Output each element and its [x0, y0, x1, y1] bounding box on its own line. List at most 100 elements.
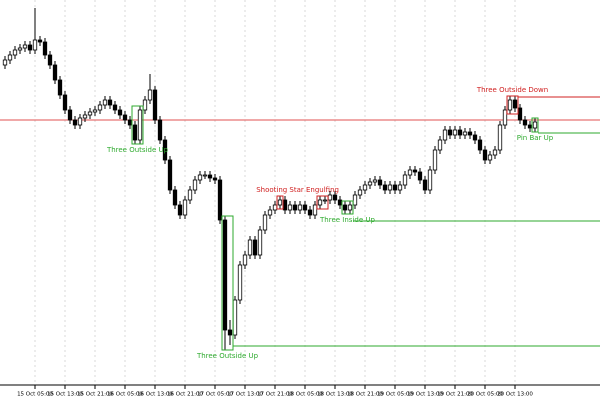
- x-tick-label: 18 Oct 05:00: [287, 392, 323, 398]
- candle-body: [112, 104, 118, 111]
- pattern-label: Three Outside Up: [196, 352, 259, 360]
- candle-body: [402, 174, 408, 186]
- candle-body: [187, 189, 193, 201]
- x-tick-label: 17 Oct 13:00: [227, 392, 263, 398]
- candle-body: [362, 184, 368, 191]
- candle-body: [242, 254, 248, 266]
- x-tick-label: 19 Oct 21:00: [437, 392, 473, 398]
- candle-body: [27, 44, 33, 51]
- candle-body: [522, 119, 528, 126]
- candle-body: [382, 184, 388, 191]
- candle-body: [312, 204, 318, 216]
- candle-body: [302, 204, 308, 211]
- x-tick-label: 15 Oct 05:00: [17, 392, 53, 398]
- pattern-box: [131, 105, 144, 145]
- x-tick-label: 16 Oct 05:00: [107, 392, 143, 398]
- candle-body: [72, 119, 78, 126]
- candle-body: [532, 121, 538, 129]
- candle-body: [497, 124, 503, 151]
- pattern-box: [221, 215, 234, 351]
- candle-body: [292, 204, 298, 211]
- candle-body: [502, 109, 508, 126]
- candle-body: [217, 179, 223, 221]
- x-tick-label: 16 Oct 21:00: [167, 392, 203, 398]
- candle-body: [67, 109, 73, 121]
- candle-body: [472, 134, 478, 141]
- candle-body: [282, 199, 288, 211]
- candle-body: [37, 39, 43, 43]
- candle-body: [182, 199, 188, 216]
- candle-body: [167, 159, 173, 191]
- candle-body: [337, 199, 343, 206]
- pattern-box: [531, 117, 539, 133]
- candle-body: [227, 329, 233, 336]
- candle-body: [517, 107, 523, 121]
- candle-body: [442, 129, 448, 141]
- candle-body: [47, 54, 53, 66]
- pattern-label: Three Outside Down: [476, 86, 548, 94]
- candle-body: [262, 214, 268, 231]
- candle-body: [77, 117, 83, 126]
- candle-body: [12, 49, 18, 56]
- candle-body: [192, 179, 198, 191]
- pattern-box: [276, 195, 284, 210]
- candle-body: [527, 124, 533, 129]
- candle-body: [22, 44, 28, 49]
- x-tick-label: 20 Oct 05:00: [467, 392, 503, 398]
- candle-body: [127, 119, 133, 126]
- candle-body: [447, 129, 453, 136]
- x-tick-label: 15 Oct 21:00: [77, 392, 113, 398]
- candle-body: [157, 119, 163, 141]
- candle-body: [287, 204, 293, 211]
- pattern-label: Engulfing: [306, 186, 339, 194]
- candle-body: [372, 179, 378, 183]
- candle-body: [367, 181, 373, 186]
- pattern-box: [341, 200, 354, 215]
- candle-body: [257, 229, 263, 256]
- x-tick-label: 18 Oct 21:00: [347, 392, 383, 398]
- candle-body: [107, 99, 113, 106]
- candle-body: [87, 111, 93, 116]
- candle-body: [417, 171, 423, 181]
- x-tick-label: 17 Oct 05:00: [197, 392, 233, 398]
- candle-body: [407, 169, 413, 176]
- candle-body: [42, 41, 48, 56]
- candle-body: [462, 131, 468, 136]
- pattern-label: Three Inside Up: [319, 216, 375, 224]
- x-tick-label: 19 Oct 05:00: [377, 392, 413, 398]
- candle-body: [2, 59, 8, 66]
- candle-body: [437, 139, 443, 151]
- x-tick-label: 16 Oct 13:00: [137, 392, 173, 398]
- candle-body: [222, 219, 228, 331]
- candle-body: [137, 109, 143, 141]
- candle-body: [237, 264, 243, 301]
- candle-body: [432, 149, 438, 171]
- candle-body: [57, 79, 63, 96]
- candle-body: [392, 184, 398, 191]
- candle-body: [332, 194, 338, 201]
- candle-body: [102, 99, 108, 106]
- x-tick-label: 17 Oct 21:00: [257, 392, 293, 398]
- candle-body: [397, 184, 403, 191]
- candle-body: [487, 154, 493, 161]
- candle-body: [347, 204, 353, 211]
- candle-body: [507, 99, 513, 111]
- candle-body: [512, 99, 518, 109]
- candle-body: [357, 189, 363, 196]
- candle-body: [82, 114, 88, 119]
- candle-body: [132, 124, 138, 141]
- candle-body: [252, 239, 258, 256]
- pattern-box: [506, 95, 519, 115]
- x-tick-label: 15 Oct 13:00: [47, 392, 83, 398]
- candle-body: [277, 199, 283, 206]
- candle-body: [297, 204, 303, 211]
- candle-body: [342, 204, 348, 211]
- candle-body: [247, 239, 253, 256]
- pattern-label: Shooting Star: [256, 186, 304, 194]
- candle-body: [147, 89, 153, 101]
- candle-body: [117, 109, 123, 116]
- candle-body: [317, 199, 323, 206]
- candle-body: [272, 204, 278, 211]
- x-tick-label: 19 Oct 13:00: [407, 392, 443, 398]
